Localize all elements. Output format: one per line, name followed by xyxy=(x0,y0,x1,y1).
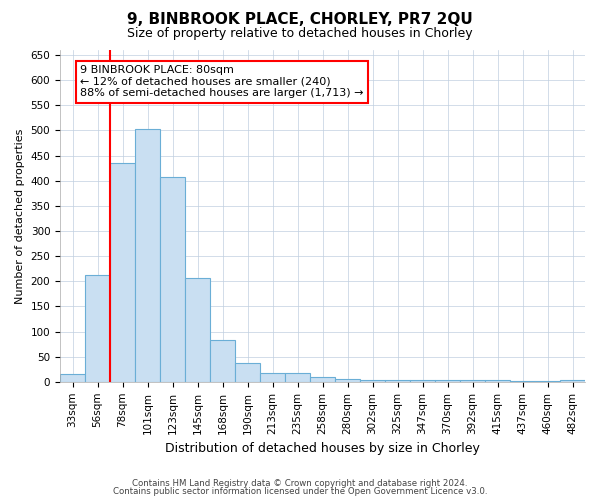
Text: Contains HM Land Registry data © Crown copyright and database right 2024.: Contains HM Land Registry data © Crown c… xyxy=(132,478,468,488)
Bar xyxy=(286,374,310,382)
Bar xyxy=(335,380,359,382)
Bar xyxy=(185,278,209,382)
Bar xyxy=(110,163,134,382)
Bar xyxy=(310,377,335,382)
Text: Contains public sector information licensed under the Open Government Licence v3: Contains public sector information licen… xyxy=(113,487,487,496)
Bar xyxy=(136,129,160,382)
Text: 9, BINBROOK PLACE, CHORLEY, PR7 2QU: 9, BINBROOK PLACE, CHORLEY, PR7 2QU xyxy=(127,12,473,28)
Bar xyxy=(361,380,385,382)
Text: 9 BINBROOK PLACE: 80sqm
← 12% of detached houses are smaller (240)
88% of semi-d: 9 BINBROOK PLACE: 80sqm ← 12% of detache… xyxy=(80,65,364,98)
Bar xyxy=(211,340,235,382)
Bar xyxy=(485,380,509,382)
Bar xyxy=(85,275,110,382)
Bar xyxy=(385,380,410,382)
Y-axis label: Number of detached properties: Number of detached properties xyxy=(15,128,25,304)
Bar xyxy=(460,380,485,382)
Bar xyxy=(235,362,260,382)
Text: Size of property relative to detached houses in Chorley: Size of property relative to detached ho… xyxy=(127,28,473,40)
X-axis label: Distribution of detached houses by size in Chorley: Distribution of detached houses by size … xyxy=(165,442,480,455)
Bar xyxy=(410,380,434,382)
Bar xyxy=(260,373,284,382)
Bar xyxy=(61,374,85,382)
Bar xyxy=(560,380,584,382)
Bar xyxy=(160,176,185,382)
Bar xyxy=(436,380,460,382)
